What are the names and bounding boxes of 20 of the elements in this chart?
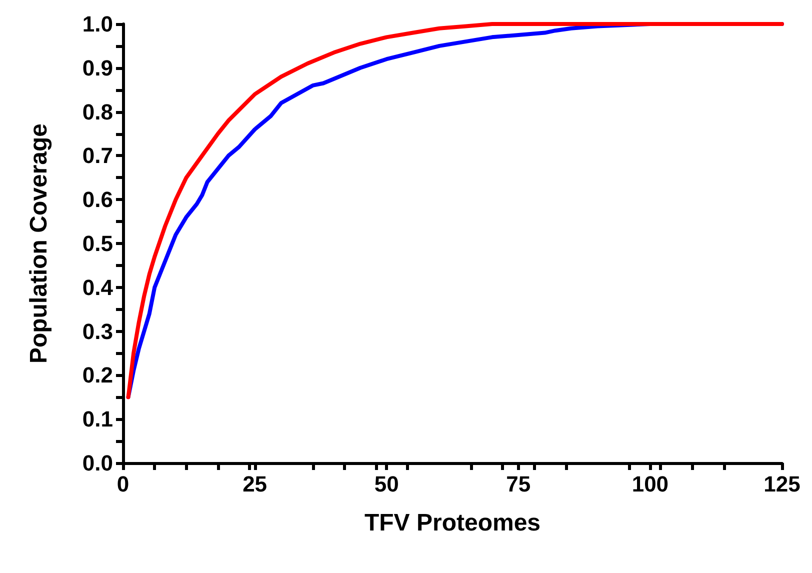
y-tick-label: 0.7 (82, 143, 113, 168)
x-tick-label: 75 (506, 472, 531, 496)
y-tick-label: 0.5 (82, 231, 113, 256)
x-tick-label: 100 (632, 472, 669, 496)
x-tick-label: 50 (374, 472, 399, 496)
x-tick-label: 125 (764, 472, 800, 496)
y-tick-label: 0.4 (82, 274, 114, 300)
y-tick-label: 1.0 (82, 12, 113, 36)
y-tick-label: 0.0 (82, 450, 113, 476)
y-tick-label: 0.1 (82, 406, 113, 432)
y-tick-label: 0.9 (82, 55, 113, 80)
x-tick-label: 0 (116, 472, 130, 496)
y-axis-title: Population Coverage (26, 123, 52, 364)
x-tick-label: 25 (242, 472, 268, 496)
y-tick-label: 0.8 (82, 99, 113, 124)
y-tick-label: 0.3 (82, 318, 113, 344)
line-series (126, 22, 784, 400)
x-axis-title: TFV Proteomes (364, 510, 541, 536)
y-tick-label: 0.2 (82, 362, 113, 388)
y-tick-label: 0.6 (82, 187, 113, 212)
